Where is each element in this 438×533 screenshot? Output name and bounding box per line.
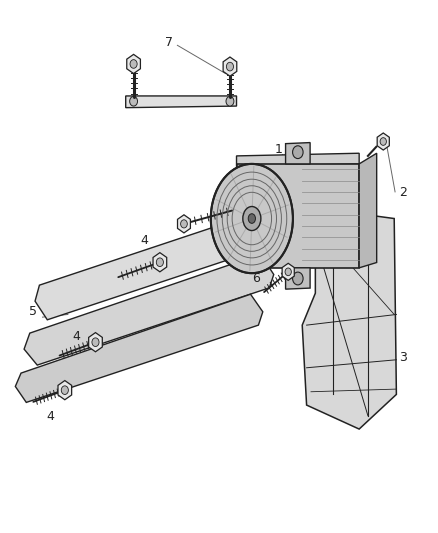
- Polygon shape: [177, 215, 191, 233]
- Polygon shape: [282, 263, 294, 280]
- Text: 6: 6: [252, 272, 260, 285]
- Polygon shape: [35, 208, 285, 320]
- Polygon shape: [58, 381, 72, 400]
- Circle shape: [61, 386, 68, 394]
- Polygon shape: [286, 142, 310, 164]
- Text: 3: 3: [399, 351, 407, 364]
- Ellipse shape: [248, 214, 255, 223]
- Polygon shape: [237, 154, 359, 166]
- Polygon shape: [286, 268, 310, 289]
- Circle shape: [130, 96, 138, 106]
- Ellipse shape: [243, 206, 261, 231]
- Polygon shape: [223, 57, 237, 76]
- Polygon shape: [88, 333, 102, 352]
- Circle shape: [226, 96, 234, 106]
- Polygon shape: [126, 96, 237, 108]
- Circle shape: [180, 220, 187, 228]
- Polygon shape: [377, 133, 389, 150]
- Polygon shape: [24, 254, 274, 365]
- Text: 2: 2: [399, 187, 407, 199]
- Circle shape: [293, 272, 303, 285]
- Text: 5: 5: [29, 305, 37, 318]
- Circle shape: [156, 258, 163, 266]
- Polygon shape: [15, 294, 263, 402]
- Text: 4: 4: [46, 410, 54, 423]
- Text: 4: 4: [73, 330, 81, 343]
- Polygon shape: [237, 164, 359, 268]
- Ellipse shape: [211, 164, 293, 273]
- Polygon shape: [127, 54, 141, 74]
- Circle shape: [130, 60, 137, 68]
- Circle shape: [92, 338, 99, 346]
- Polygon shape: [359, 154, 377, 268]
- Circle shape: [285, 268, 291, 276]
- Polygon shape: [153, 253, 167, 272]
- Text: 4: 4: [141, 235, 148, 247]
- Text: 7: 7: [165, 36, 173, 49]
- Circle shape: [226, 62, 233, 71]
- Circle shape: [293, 146, 303, 159]
- Text: 1: 1: [274, 143, 282, 156]
- Polygon shape: [302, 213, 396, 429]
- Circle shape: [380, 138, 386, 146]
